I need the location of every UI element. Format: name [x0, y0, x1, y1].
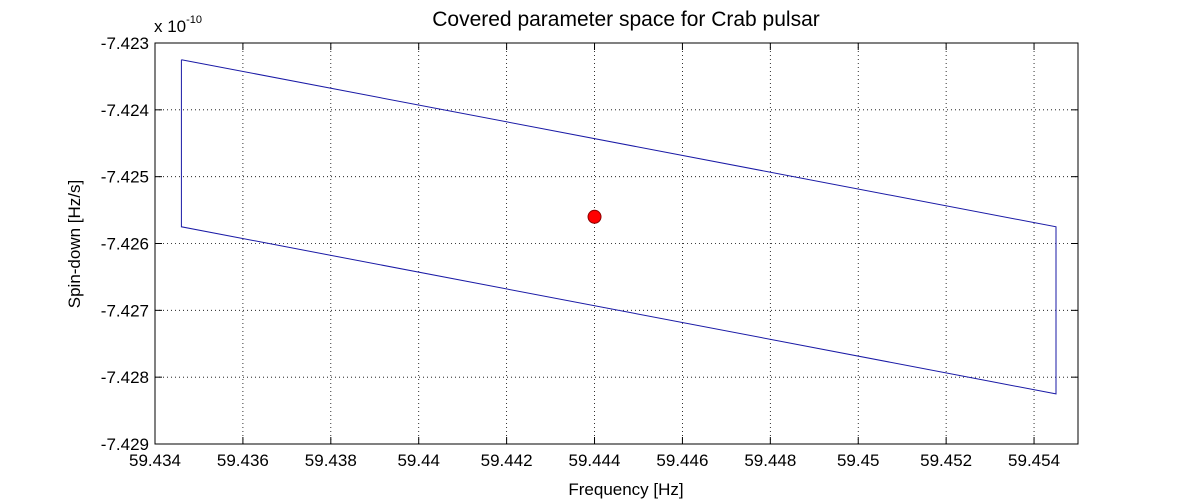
x-tick-label: 59.452 — [920, 451, 972, 470]
x-tick-label: 59.442 — [481, 451, 533, 470]
crab-pulsar-point — [587, 209, 602, 224]
y-tick-label: -7.429 — [101, 435, 149, 454]
x-axis-label: Frequency [Hz] — [568, 480, 683, 499]
x-tick-label: 59.448 — [744, 451, 796, 470]
x-tick-label: 59.444 — [569, 451, 621, 470]
y-tick-label: -7.424 — [101, 101, 149, 120]
parameter-space-boundary — [180, 59, 1057, 395]
y-tick-label: -7.427 — [101, 301, 149, 320]
x-tick-label: 59.446 — [656, 451, 708, 470]
y-axis-label: Spin-down [Hz/s] — [65, 180, 84, 309]
y-multiplier-exponent: -10 — [186, 14, 202, 26]
x-tick-label: 59.44 — [397, 451, 440, 470]
series-layer — [180, 59, 1057, 395]
x-tick-label: 59.45 — [837, 451, 880, 470]
tick-labels: 59.434 59.436 59.438 59.44 59.442 59.444 59.44… — [101, 34, 1060, 470]
grid — [154, 42, 1078, 445]
y-tick-label: -7.425 — [101, 168, 149, 187]
y-axis-multiplier: x 10-10 — [154, 14, 202, 36]
x-tick-label: 59.434 — [129, 451, 181, 470]
ticks — [154, 42, 1078, 445]
x-tick-label: 59.436 — [217, 451, 269, 470]
y-tick-label: -7.423 — [101, 34, 149, 53]
y-tick-label: -7.426 — [101, 235, 149, 254]
chart-title: Covered parameter space for Crab pulsar — [432, 8, 820, 31]
x-tick-label: 59.454 — [1008, 451, 1060, 470]
y-multiplier-base: x 10 — [154, 17, 186, 36]
y-tick-label: -7.428 — [101, 368, 149, 387]
x-tick-label: 59.438 — [305, 451, 357, 470]
